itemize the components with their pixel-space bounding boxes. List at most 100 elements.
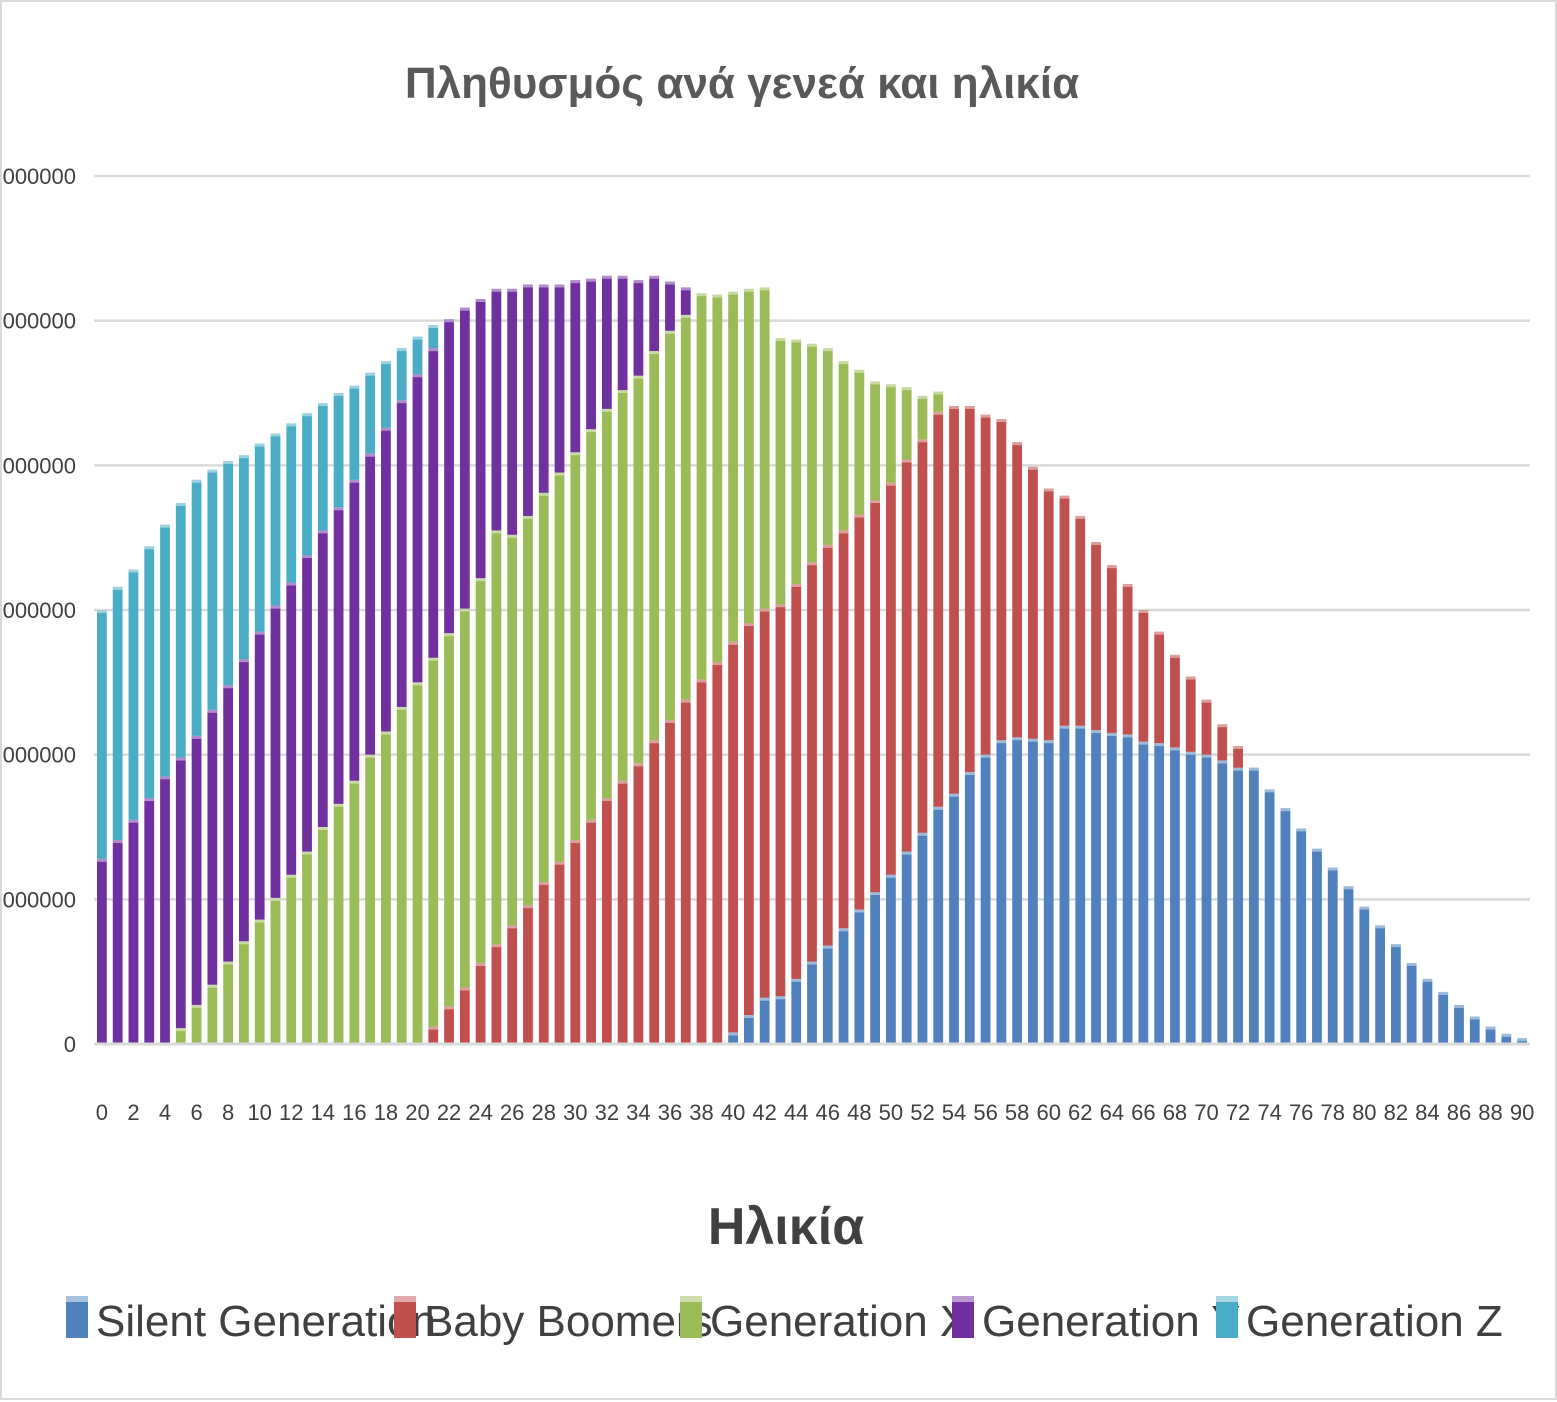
bar-segment [743, 288, 754, 624]
bar-segment [428, 348, 439, 658]
bar-segment [349, 780, 360, 1044]
bar-segment-highlight [1122, 583, 1133, 587]
bar-segment [444, 319, 454, 634]
bar-segment-highlight [381, 731, 391, 735]
bar-segment-highlight [759, 608, 770, 612]
bar-segment-highlight [333, 803, 344, 807]
bar-segment-highlight [144, 798, 155, 802]
bar-segment [1201, 699, 1212, 755]
bar-segment [1170, 747, 1180, 1044]
legend-swatch [66, 1296, 88, 1338]
x-tick-label: 44 [784, 1100, 808, 1125]
bar-segment [775, 338, 786, 605]
bar-segment [1406, 962, 1417, 1044]
bar-segment [1327, 867, 1338, 1044]
bar-segment-highlight [1406, 962, 1417, 966]
bar-segment [538, 284, 549, 493]
bar-segment-highlight [933, 806, 944, 810]
bar-segment-highlight [365, 754, 376, 758]
bar-segment [428, 1026, 439, 1044]
bar-segment-highlight [270, 605, 281, 609]
bar-segment-highlight [933, 411, 944, 415]
bar-segment-highlight [601, 275, 612, 279]
bar-segment-highlight [917, 395, 928, 399]
bar-segment-highlight [538, 284, 549, 288]
bar-segment-highlight [1233, 767, 1243, 771]
bar-segment [886, 874, 896, 1044]
x-tick-label: 4 [159, 1100, 171, 1125]
bar-segment-highlight [759, 287, 770, 291]
x-tick-label: 38 [689, 1100, 713, 1125]
bar-segment [665, 719, 675, 1044]
bar-segment-highlight [570, 280, 581, 284]
bar-segment-highlight [822, 544, 833, 548]
bar-segment-highlight [822, 945, 833, 949]
bar-segment [459, 307, 470, 609]
bar-segment [854, 514, 865, 910]
x-tick-label: 42 [752, 1100, 776, 1125]
bar-segment-highlight [302, 555, 312, 559]
bar-segment [696, 679, 707, 1044]
bar-segment [475, 298, 486, 579]
bar-segment [333, 803, 344, 1044]
bar-segment [601, 798, 612, 1044]
bar-segment-highlight [239, 659, 249, 663]
bar-segment [901, 459, 912, 852]
bar-segment-highlight [412, 682, 423, 686]
bar-segment-highlight [160, 776, 170, 780]
bar-segment-highlight [428, 348, 439, 352]
bar-segment-highlight [175, 502, 186, 506]
bar-segment [144, 798, 155, 1044]
bar-segment [601, 275, 612, 409]
bar-segment [317, 403, 328, 531]
bar-segment [444, 633, 454, 1007]
x-tick-label: 18 [374, 1100, 398, 1125]
bar-segment [491, 530, 502, 945]
bar-segment-highlight [1185, 676, 1196, 680]
bar-segment [175, 502, 186, 758]
bar-segment-highlight [1312, 848, 1322, 852]
bar-segment-highlight [1185, 751, 1196, 755]
bar-segment [1138, 610, 1149, 742]
bar-segment [317, 827, 328, 1044]
bar-segment [1501, 1033, 1512, 1044]
y-tick-label: 1000000 [2, 887, 76, 912]
bar-segment-highlight [1485, 1026, 1496, 1030]
bar-segment-highlight [586, 429, 596, 433]
legend-label: Generation X [710, 1297, 969, 1346]
bar-segment [1469, 1016, 1480, 1044]
bar-segment [254, 631, 265, 920]
bar-segment [886, 384, 896, 483]
bar-segment-highlight [838, 530, 849, 534]
bar-segment-highlight [191, 1004, 202, 1008]
bar-segment [649, 740, 660, 1044]
x-tick-label: 2 [127, 1100, 139, 1125]
bar-segment-highlight [1359, 906, 1370, 910]
bar-segment [1312, 848, 1322, 1044]
bar-segment [1091, 542, 1101, 731]
bar-segment [1012, 737, 1023, 1044]
bar-segment-highlight [586, 819, 596, 823]
bar-segment-highlight [743, 1015, 754, 1019]
bar-segment-highlight [854, 909, 865, 913]
bar-segment [617, 780, 628, 1044]
bar-segment-highlight [838, 361, 849, 365]
bar-segment [191, 1004, 202, 1044]
bar-segment [1012, 442, 1023, 738]
bar-segment-highlight [128, 569, 139, 573]
bar-segment [665, 330, 675, 720]
bar-segment-highlight [112, 840, 123, 844]
bar-segment-highlight [680, 314, 691, 318]
bar-segment [175, 757, 186, 1029]
bar-segment [759, 997, 770, 1044]
bar-segment [633, 375, 644, 764]
bar-segment-highlight [1343, 886, 1354, 890]
bar-segment-highlight [822, 348, 833, 352]
bar-segment-highlight [459, 987, 470, 991]
bar-segment [586, 278, 596, 430]
bar-segment-highlight [554, 284, 565, 288]
bar-segment [128, 569, 139, 820]
y-tick-label: 3000000 [2, 598, 76, 623]
bar-segment-highlight [459, 608, 470, 612]
bar-segment-highlight [807, 343, 817, 347]
